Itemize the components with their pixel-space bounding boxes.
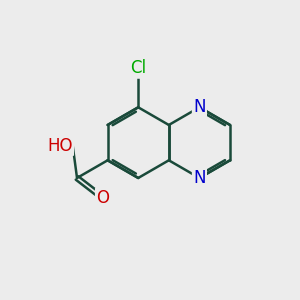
Text: Cl: Cl [130, 59, 146, 77]
Text: N: N [193, 98, 206, 116]
Text: N: N [193, 169, 206, 187]
Text: O: O [96, 189, 109, 207]
Text: HO: HO [47, 137, 73, 155]
